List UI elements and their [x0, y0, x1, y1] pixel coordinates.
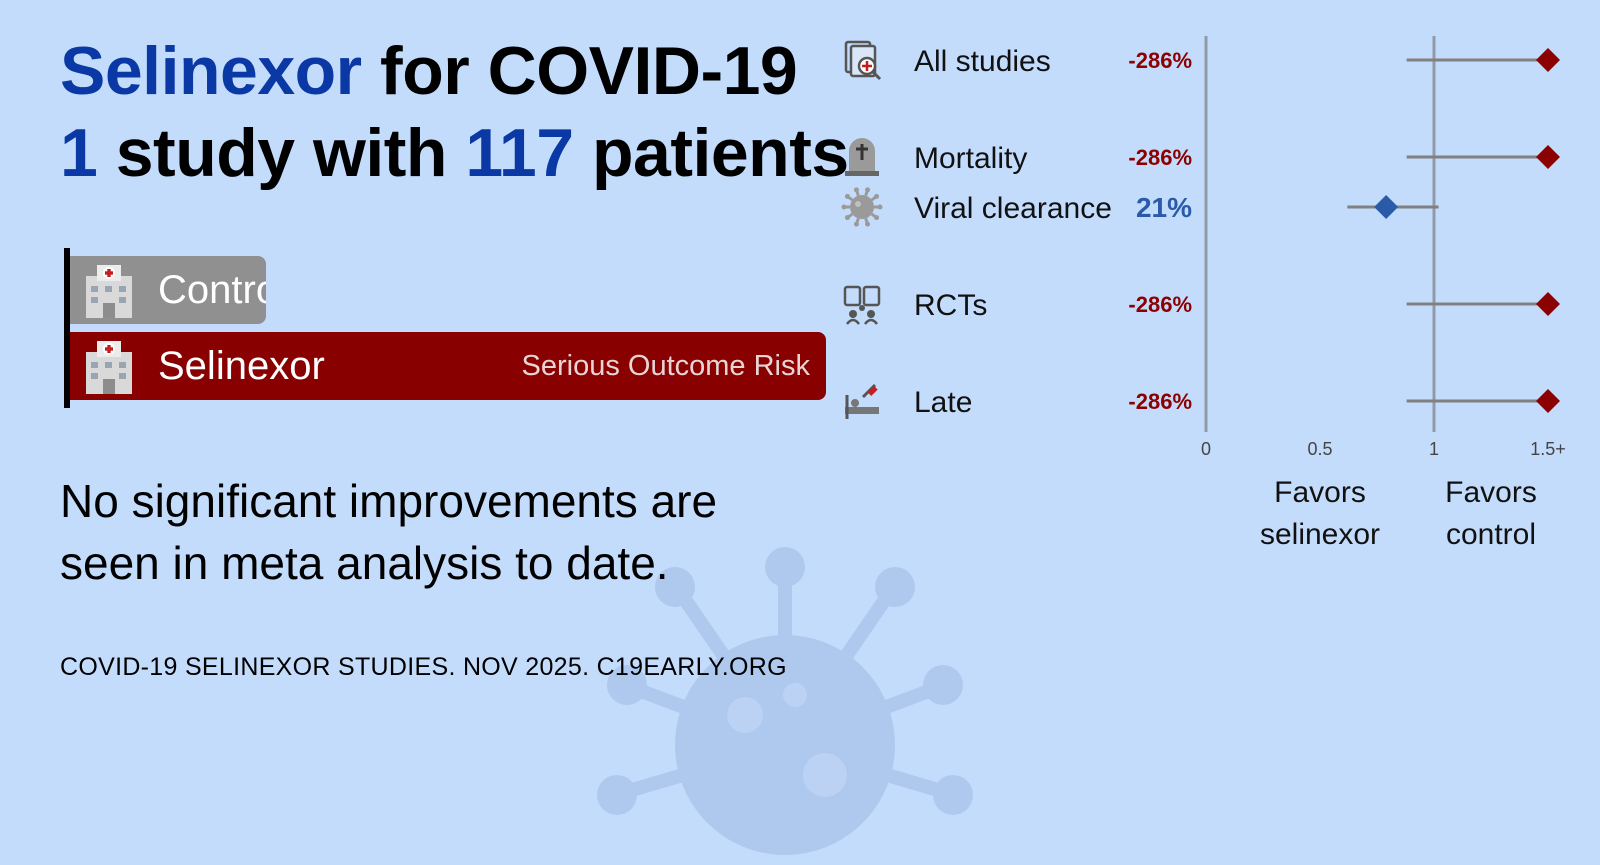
- x-tick-label: 1.5+: [1530, 439, 1566, 459]
- title-rest: for COVID-19: [380, 33, 798, 109]
- risk-label: Serious Outcome Risk: [521, 350, 811, 382]
- row-percent: 21%: [1136, 192, 1192, 223]
- row-percent: -286%: [1128, 389, 1192, 414]
- favors-treatment-label: selinexor: [1260, 518, 1380, 551]
- summary-line-1: No significant improvements are: [60, 475, 718, 527]
- x-tick-label: 0.5: [1307, 439, 1332, 459]
- patients-count: 117: [465, 115, 574, 191]
- favors-control-label: Favors: [1445, 476, 1537, 509]
- title-line-1: Selinexor for COVID-19: [60, 30, 849, 112]
- treatment-risk-bar: Selinexor Serious Outcome Risk: [70, 332, 826, 400]
- row-label: All studies: [914, 45, 1051, 78]
- summary-line-2: seen in meta analysis to date.: [60, 537, 669, 589]
- meta-analysis-icon: [844, 40, 882, 81]
- rct-icon: [843, 285, 881, 325]
- page-title: Selinexor for COVID-19 1 study with 117 …: [60, 30, 849, 194]
- control-risk-bar: Control: [70, 256, 266, 324]
- tombstone-icon: [845, 138, 879, 176]
- row-percent: -286%: [1128, 145, 1192, 170]
- footer-source: COVID-19 SELINEXOR STUDIES. NOV 2025. C1…: [60, 653, 787, 681]
- title-line-2: 1 study with 117 patients: [60, 112, 849, 194]
- patients-text: patients: [591, 115, 849, 191]
- favors-treatment-label: Favors: [1274, 476, 1366, 509]
- row-estimate-marker: [1536, 145, 1560, 169]
- row-estimate-marker: [1536, 389, 1560, 413]
- row-estimate-marker: [1536, 292, 1560, 316]
- row-estimate-marker: [1536, 48, 1560, 72]
- summary-text: No significant improvements are seen in …: [60, 470, 717, 594]
- drug-name: Selinexor: [60, 33, 362, 109]
- row-label: Late: [914, 386, 972, 419]
- forest-plot: All studies -286% Mortality -286% Viral clea…: [841, 36, 1566, 551]
- studies-count: 1: [60, 115, 98, 191]
- hospital-icon: [86, 341, 132, 394]
- risk-bar-axis: [64, 248, 70, 408]
- row-label: RCTs: [914, 289, 987, 322]
- x-tick-label: 0: [1201, 439, 1211, 459]
- favors-control-label: control: [1446, 518, 1536, 551]
- control-label: Control: [158, 268, 266, 312]
- row-label: Viral clearance: [914, 192, 1112, 225]
- studies-text: study with: [115, 115, 448, 191]
- row-estimate-marker: [1374, 195, 1399, 219]
- virus-icon: [841, 187, 883, 227]
- treatment-label: Selinexor: [158, 344, 325, 388]
- hospital-icon: [86, 265, 132, 318]
- row-label: Mortality: [914, 142, 1027, 175]
- row-percent: -286%: [1128, 48, 1192, 73]
- row-percent: -286%: [1128, 292, 1192, 317]
- late-treatment-icon: [845, 383, 879, 419]
- x-tick-label: 1: [1429, 439, 1439, 459]
